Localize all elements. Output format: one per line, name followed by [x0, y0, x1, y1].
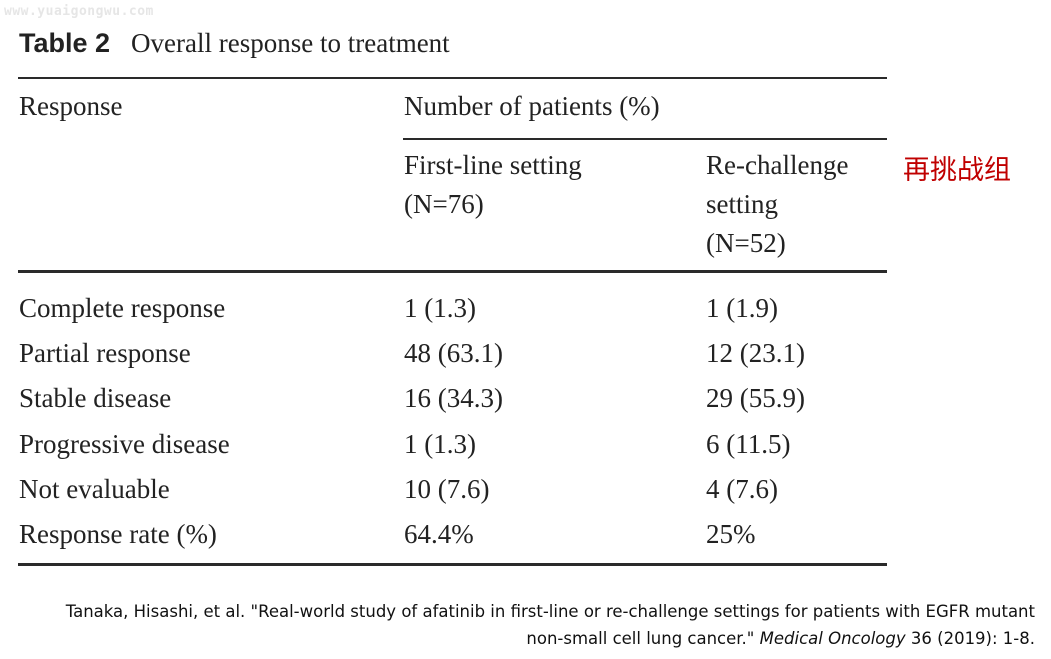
- row-rechallenge-value: 6 (11.5): [706, 429, 791, 459]
- citation-details: 36 (2019): 1-8.: [910, 629, 1035, 648]
- rechallenge-annotation: 再挑战组: [903, 155, 1011, 186]
- row-first-line-value: 16 (34.3): [404, 383, 503, 413]
- row-first-line-value: 64.4%: [404, 519, 474, 549]
- row-rechallenge-value: 12 (23.1): [706, 338, 805, 368]
- row-response: Complete response: [19, 293, 226, 323]
- row-response: Progressive disease: [19, 429, 230, 459]
- header-first-line-n: (N=76): [404, 189, 484, 219]
- citation-journal: Medical Oncology: [759, 629, 906, 648]
- header-number-of-patients: Number of patients (%): [404, 91, 660, 121]
- table-title: Overall response to treatment: [131, 28, 450, 58]
- row-rechallenge-value: 4 (7.6): [706, 474, 778, 504]
- bottom-rule: [18, 563, 887, 566]
- header-rechallenge-label-2: setting: [706, 189, 778, 219]
- watermark: www.yuaigongwu.com: [4, 4, 154, 19]
- header-rechallenge-n: (N=52): [706, 228, 786, 258]
- citation: Tanaka, Hisashi, et al. "Real-world stud…: [35, 598, 1035, 652]
- row-rechallenge-value: 25%: [706, 519, 756, 549]
- header-response: Response: [19, 91, 123, 121]
- table-label: Table 2: [19, 28, 111, 58]
- top-rule: [18, 77, 887, 79]
- row-response: Response rate (%): [19, 519, 217, 549]
- row-response: Not evaluable: [19, 474, 170, 504]
- row-first-line-value: 1 (1.3): [404, 293, 476, 323]
- row-response: Partial response: [19, 338, 191, 368]
- header-first-line-label: First-line setting: [404, 150, 582, 180]
- subheader-rule: [403, 138, 887, 140]
- row-first-line-value: 48 (63.1): [404, 338, 503, 368]
- table-caption: Table 2 Overall response to treatment: [19, 28, 450, 60]
- row-rechallenge-value: 1 (1.9): [706, 293, 778, 323]
- header-rechallenge: Re-challenge setting (N=52): [706, 146, 848, 263]
- header-rechallenge-label-1: Re-challenge: [706, 150, 849, 180]
- row-first-line-value: 1 (1.3): [404, 429, 476, 459]
- row-rechallenge-value: 29 (55.9): [706, 383, 805, 413]
- row-first-line-value: 10 (7.6): [404, 474, 490, 504]
- header-bottom-rule: [18, 270, 887, 273]
- header-first-line: First-line setting (N=76): [404, 146, 582, 224]
- row-response: Stable disease: [19, 383, 172, 413]
- citation-text: Tanaka, Hisashi, et al. "Real-world stud…: [65, 602, 1035, 648]
